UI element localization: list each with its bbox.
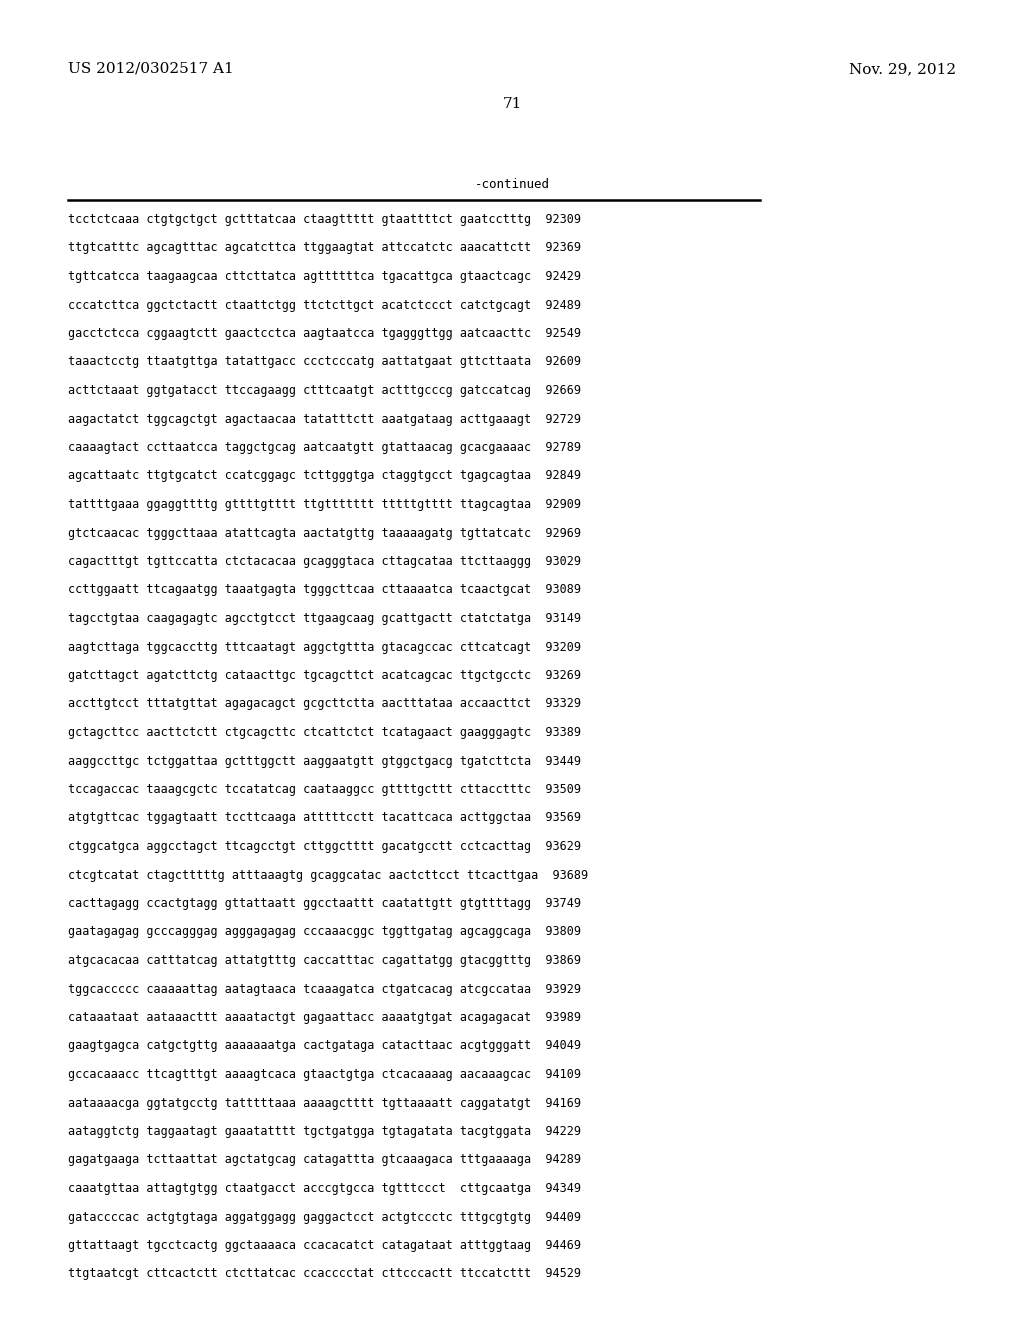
Text: caaaagtact ccttaatcca taggctgcag aatcaatgtt gtattaacag gcacgaaaac  92789: caaaagtact ccttaatcca taggctgcag aatcaat… bbox=[68, 441, 581, 454]
Text: aataggtctg taggaatagt gaaatatttt tgctgatgga tgtagatata tacgtggata  94229: aataggtctg taggaatagt gaaatatttt tgctgat… bbox=[68, 1125, 581, 1138]
Text: cacttagagg ccactgtagg gttattaatt ggcctaattt caatattgtt gtgttttagg  93749: cacttagagg ccactgtagg gttattaatt ggcctaa… bbox=[68, 898, 581, 909]
Text: atgtgttcac tggagtaatt tccttcaaga atttttcctt tacattcaca acttggctaa  93569: atgtgttcac tggagtaatt tccttcaaga atttttc… bbox=[68, 812, 581, 825]
Text: aaggccttgc tctggattaa gctttggctt aaggaatgtt gtggctgacg tgatcttcta  93449: aaggccttgc tctggattaa gctttggctt aaggaat… bbox=[68, 755, 581, 767]
Text: gtctcaacac tgggcttaaa atattcagta aactatgttg taaaaagatg tgttatcatc  92969: gtctcaacac tgggcttaaa atattcagta aactatg… bbox=[68, 527, 581, 540]
Text: ctggcatgca aggcctagct ttcagcctgt cttggctttt gacatgcctt cctcacttag  93629: ctggcatgca aggcctagct ttcagcctgt cttggct… bbox=[68, 840, 581, 853]
Text: taaactcctg ttaatgttga tatattgacc ccctcccatg aattatgaat gttcttaata  92609: taaactcctg ttaatgttga tatattgacc ccctccc… bbox=[68, 355, 581, 368]
Text: tggcaccccc caaaaattag aatagtaaca tcaaagatca ctgatcacag atcgccataa  93929: tggcaccccc caaaaattag aatagtaaca tcaaaga… bbox=[68, 982, 581, 995]
Text: acttctaaat ggtgatacct ttccagaagg ctttcaatgt actttgcccg gatccatcag  92669: acttctaaat ggtgatacct ttccagaagg ctttcaa… bbox=[68, 384, 581, 397]
Text: gaatagagag gcccagggag agggagagag cccaaacggc tggttgatag agcaggcaga  93809: gaatagagag gcccagggag agggagagag cccaaac… bbox=[68, 925, 581, 939]
Text: aagactatct tggcagctgt agactaacaa tatatttctt aaatgataag acttgaaagt  92729: aagactatct tggcagctgt agactaacaa tatattt… bbox=[68, 412, 581, 425]
Text: ccttggaatt ttcagaatgg taaatgagta tgggcttcaa cttaaaatca tcaactgcat  93089: ccttggaatt ttcagaatgg taaatgagta tgggctt… bbox=[68, 583, 581, 597]
Text: US 2012/0302517 A1: US 2012/0302517 A1 bbox=[68, 62, 233, 77]
Text: atgcacacaa catttatcag attatgtttg caccatttac cagattatgg gtacggtttg  93869: atgcacacaa catttatcag attatgtttg caccatt… bbox=[68, 954, 581, 968]
Text: gaagtgagca catgctgttg aaaaaaatga cactgataga catacttaac acgtgggatt  94049: gaagtgagca catgctgttg aaaaaaatga cactgat… bbox=[68, 1040, 581, 1052]
Text: gccacaaacc ttcagtttgt aaaagtcaca gtaactgtga ctcacaaaag aacaaagcac  94109: gccacaaacc ttcagtttgt aaaagtcaca gtaactg… bbox=[68, 1068, 581, 1081]
Text: gctagcttcc aacttctctt ctgcagcttc ctcattctct tcatagaact gaagggagtc  93389: gctagcttcc aacttctctt ctgcagcttc ctcattc… bbox=[68, 726, 581, 739]
Text: ttgtaatcgt cttcactctt ctcttatcac ccacccctat cttcccactt ttccatcttt  94529: ttgtaatcgt cttcactctt ctcttatcac ccacccc… bbox=[68, 1267, 581, 1280]
Text: accttgtcct tttatgttat agagacagct gcgcttctta aactttataa accaacttct  93329: accttgtcct tttatgttat agagacagct gcgcttc… bbox=[68, 697, 581, 710]
Text: gataccccac actgtgtaga aggatggagg gaggactcct actgtccctc tttgcgtgtg  94409: gataccccac actgtgtaga aggatggagg gaggact… bbox=[68, 1210, 581, 1224]
Text: caaatgttaa attagtgtgg ctaatgacct acccgtgcca tgtttccct  cttgcaatga  94349: caaatgttaa attagtgtgg ctaatgacct acccgtg… bbox=[68, 1181, 581, 1195]
Text: gttattaagt tgcctcactg ggctaaaaca ccacacatct catagataat atttggtaag  94469: gttattaagt tgcctcactg ggctaaaaca ccacaca… bbox=[68, 1239, 581, 1251]
Text: 71: 71 bbox=[503, 96, 521, 111]
Text: ctcgtcatat ctagctttttg atttaaagtg gcaggcatac aactcttcct ttcacttgaa  93689: ctcgtcatat ctagctttttg atttaaagtg gcaggc… bbox=[68, 869, 588, 882]
Text: agcattaatc ttgtgcatct ccatcggagc tcttgggtga ctaggtgcct tgagcagtaa  92849: agcattaatc ttgtgcatct ccatcggagc tcttggg… bbox=[68, 470, 581, 483]
Text: cagactttgt tgttccatta ctctacacaa gcagggtaca cttagcataa ttcttaaggg  93029: cagactttgt tgttccatta ctctacacaa gcagggt… bbox=[68, 554, 581, 568]
Text: gacctctcca cggaagtctt gaactcctca aagtaatcca tgagggttgg aatcaacttc  92549: gacctctcca cggaagtctt gaactcctca aagtaat… bbox=[68, 327, 581, 341]
Text: gatcttagct agatcttctg cataacttgc tgcagcttct acatcagcac ttgctgcctc  93269: gatcttagct agatcttctg cataacttgc tgcagct… bbox=[68, 669, 581, 682]
Text: tattttgaaa ggaggttttg gttttgtttt ttgttttttt tttttgtttt ttagcagtaa  92909: tattttgaaa ggaggttttg gttttgtttt ttgtttt… bbox=[68, 498, 581, 511]
Text: tcctctcaaa ctgtgctgct gctttatcaa ctaagttttt gtaattttct gaatcctttg  92309: tcctctcaaa ctgtgctgct gctttatcaa ctaagtt… bbox=[68, 213, 581, 226]
Text: cccatcttca ggctctactt ctaattctgg ttctcttgct acatctccct catctgcagt  92489: cccatcttca ggctctactt ctaattctgg ttctctt… bbox=[68, 298, 581, 312]
Text: -continued: -continued bbox=[474, 178, 550, 191]
Text: Nov. 29, 2012: Nov. 29, 2012 bbox=[849, 62, 956, 77]
Text: tgttcatcca taagaagcaa cttcttatca agttttttca tgacattgca gtaactcagc  92429: tgttcatcca taagaagcaa cttcttatca agttttt… bbox=[68, 271, 581, 282]
Text: aataaaacga ggtatgcctg tatttttaaa aaaagctttt tgttaaaatt caggatatgt  94169: aataaaacga ggtatgcctg tatttttaaa aaaagct… bbox=[68, 1097, 581, 1110]
Text: tccagaccac taaagcgctc tccatatcag caataaggcc gttttgcttt cttacctttc  93509: tccagaccac taaagcgctc tccatatcag caataag… bbox=[68, 783, 581, 796]
Text: aagtcttaga tggcaccttg tttcaatagt aggctgttta gtacagccac cttcatcagt  93209: aagtcttaga tggcaccttg tttcaatagt aggctgt… bbox=[68, 640, 581, 653]
Text: gagatgaaga tcttaattat agctatgcag catagattta gtcaaagaca tttgaaaaga  94289: gagatgaaga tcttaattat agctatgcag catagat… bbox=[68, 1154, 581, 1167]
Text: cataaataat aataaacttt aaaatactgt gagaattacc aaaatgtgat acagagacat  93989: cataaataat aataaacttt aaaatactgt gagaatt… bbox=[68, 1011, 581, 1024]
Text: tagcctgtaa caagagagtc agcctgtcct ttgaagcaag gcattgactt ctatctatga  93149: tagcctgtaa caagagagtc agcctgtcct ttgaagc… bbox=[68, 612, 581, 624]
Text: ttgtcatttc agcagtttac agcatcttca ttggaagtat attccatctc aaacattctt  92369: ttgtcatttc agcagtttac agcatcttca ttggaag… bbox=[68, 242, 581, 255]
